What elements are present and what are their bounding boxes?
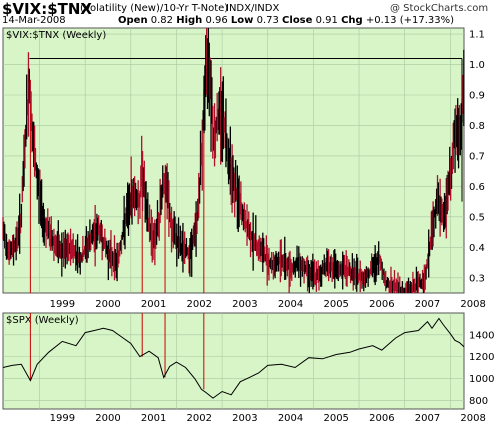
low-value: 0.73 bbox=[256, 15, 279, 26]
x-tick-label: 2006 bbox=[369, 299, 394, 310]
quote-stats: Open 0.82 High 0.96 Low 0.73 Close 0.91 … bbox=[118, 15, 454, 26]
panel-background bbox=[2, 312, 465, 410]
high-value: 0.96 bbox=[205, 15, 228, 26]
x-tick-label: 2000 bbox=[95, 413, 120, 424]
spx-line bbox=[2, 317, 465, 399]
y-tick-label: 0.3 bbox=[469, 273, 485, 284]
exchange-label: INDX/INDX bbox=[226, 3, 280, 14]
high-label: High bbox=[176, 15, 203, 26]
x-tick-label: 2003 bbox=[232, 299, 257, 310]
y-tick-label: 0.9 bbox=[469, 91, 485, 102]
open-label: Open bbox=[118, 15, 148, 26]
price-bars bbox=[2, 28, 465, 293]
y-tick-label: 800 bbox=[469, 396, 488, 407]
x-tick-label: 1999 bbox=[50, 299, 75, 310]
spx-panel: 800 1000 1200 1400 1999 2000 2001 2002 2003 2004 2… bbox=[2, 312, 494, 424]
ratio-panel: 0.3 0.4 0.5 0.6 0.7 0.8 0.9 1.0 1.1 1999 2000 2001 2… bbox=[2, 27, 486, 310]
x-tick-label: 2002 bbox=[187, 413, 212, 424]
open-value: 0.82 bbox=[150, 15, 174, 26]
x-tick-label: 2001 bbox=[141, 299, 166, 310]
x-tick-label: 2005 bbox=[323, 413, 348, 424]
x-tick-label: 2004 bbox=[278, 413, 303, 424]
chg-value: +0.13 (+17.33%) bbox=[365, 15, 455, 26]
x-tick-label: 2007 bbox=[415, 413, 440, 424]
y-tick-label: 1000 bbox=[469, 374, 494, 385]
x-tick-label: 1999 bbox=[50, 413, 75, 424]
chart-symbol: $VIX:$TNX bbox=[2, 0, 92, 18]
x-tick-label: 2000 bbox=[95, 299, 120, 310]
stockcharts-logo: @ StockCharts.com bbox=[390, 3, 489, 14]
x-tick-label: 2008 bbox=[460, 413, 485, 424]
x-tick-label: 2008 bbox=[460, 299, 485, 310]
x-tick-label: 2004 bbox=[278, 299, 303, 310]
y-tick-label: 1.1 bbox=[469, 30, 485, 41]
close-label: Close bbox=[282, 15, 313, 26]
chg-label: Chg bbox=[341, 15, 363, 26]
chart-description: (Volatility (New)/10-Yr T-Note) bbox=[80, 3, 229, 14]
close-value: 0.91 bbox=[315, 15, 338, 26]
y-tick-label: 0.8 bbox=[469, 121, 485, 132]
y-tick-label: 1400 bbox=[469, 330, 494, 341]
x-tick-label: 2005 bbox=[323, 299, 348, 310]
x-tick-label: 2007 bbox=[415, 299, 440, 310]
y-tick-label: 0.5 bbox=[469, 212, 485, 223]
x-tick-label: 2002 bbox=[187, 299, 212, 310]
y-tick-label: 1200 bbox=[469, 352, 494, 363]
quote-date: 14-Mar-2008 bbox=[2, 15, 66, 26]
low-label: Low bbox=[230, 15, 254, 26]
y-tick-label: 0.7 bbox=[469, 151, 485, 162]
panel-title: $SPX (Weekly) bbox=[6, 315, 79, 326]
y-tick-label: 0.6 bbox=[469, 182, 485, 193]
x-tick-label: 2003 bbox=[232, 413, 257, 424]
y-tick-label: 1.0 bbox=[469, 60, 485, 71]
panel-title: $VIX:$TNX (Weekly) bbox=[6, 30, 106, 41]
y-tick-label: 0.4 bbox=[469, 243, 485, 254]
x-tick-label: 2001 bbox=[141, 413, 166, 424]
x-tick-label: 2006 bbox=[369, 413, 394, 424]
